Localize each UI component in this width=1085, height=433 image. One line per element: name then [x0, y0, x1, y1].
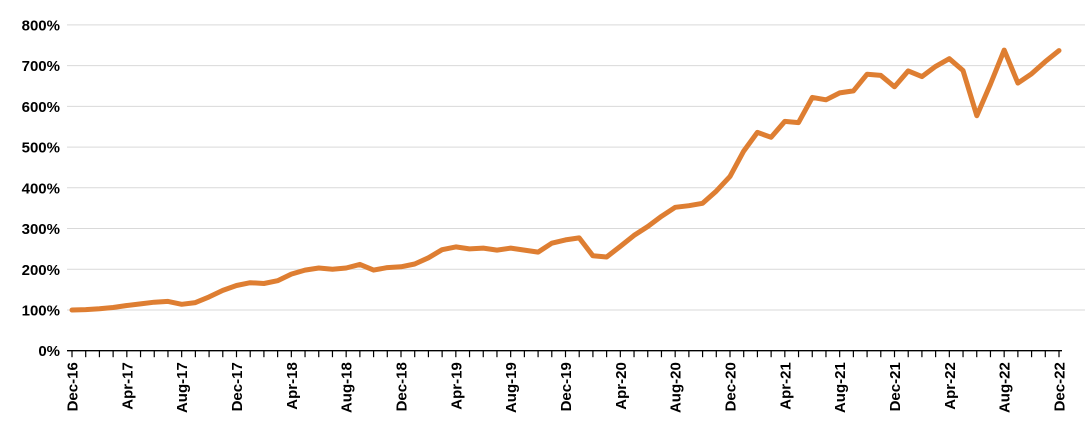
x-axis-label-Dec-16: Dec-16 [65, 362, 82, 411]
x-axis-label-Aug-22: Aug-22 [997, 362, 1014, 413]
x-axis-label-Dec-21: Dec-21 [887, 362, 904, 411]
y-axis-label-200: 200% [22, 262, 60, 279]
x-axis-label-Aug-19: Aug-19 [503, 362, 520, 413]
y-axis-label-100: 100% [22, 302, 60, 319]
y-axis-label-400: 400% [22, 180, 60, 197]
x-axis-label-Dec-18: Dec-18 [394, 362, 411, 411]
y-axis-label-300: 300% [22, 221, 60, 238]
y-axis-label-700: 700% [22, 58, 60, 75]
x-axis-label-Aug-18: Aug-18 [339, 362, 356, 413]
y-axis-label-0: 0% [38, 343, 60, 360]
x-axis-label-Dec-19: Dec-19 [558, 362, 575, 411]
x-axis-label-Aug-21: Aug-21 [832, 362, 849, 413]
x-axis-label-Apr-17: Apr-17 [119, 362, 136, 410]
x-axis-label-Apr-19: Apr-19 [448, 362, 465, 410]
x-axis-ticks [71, 350, 1060, 358]
x-axis-label-Dec-20: Dec-20 [723, 362, 740, 411]
x-axis-label-Aug-20: Aug-20 [668, 362, 685, 413]
y-axis-label-600: 600% [22, 99, 60, 116]
x-axis-label-Apr-22: Apr-22 [942, 362, 959, 410]
x-axis-label-Apr-20: Apr-20 [613, 362, 630, 410]
x-axis-label-Apr-18: Apr-18 [284, 362, 301, 410]
y-axis-label-800: 800% [22, 17, 60, 34]
x-axis-label-Dec-22: Dec-22 [1052, 362, 1069, 411]
x-axis-label-Aug-17: Aug-17 [174, 362, 191, 413]
x-axis-label-Apr-21: Apr-21 [777, 362, 794, 410]
y-axis-label-500: 500% [22, 140, 60, 157]
x-axis-label-Dec-17: Dec-17 [229, 362, 246, 411]
series-line [69, 47, 1062, 313]
